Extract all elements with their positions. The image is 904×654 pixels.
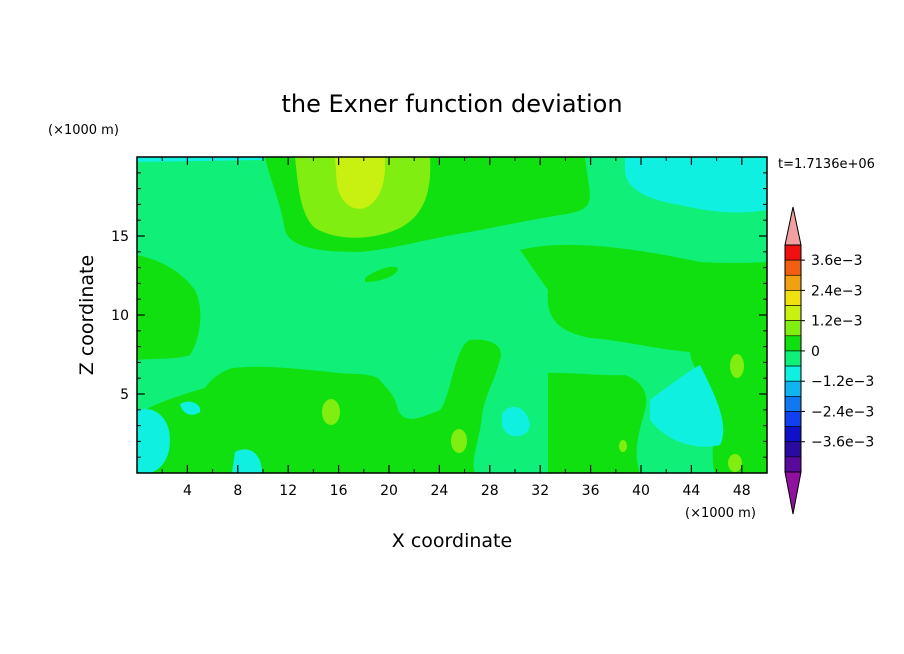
colorbar-over-triangle xyxy=(784,206,802,246)
colorbar-tick-label: −2.4e−3 xyxy=(811,404,874,420)
x-tick-label: 32 xyxy=(531,483,549,499)
colorbar-tick-label: 3.6e−3 xyxy=(811,253,863,269)
colorbar-tick-label: 0 xyxy=(811,344,820,360)
y-tick-label: 10 xyxy=(111,308,129,324)
contour-lime-spot-15 xyxy=(322,399,340,425)
x-tick-label: 8 xyxy=(233,483,242,499)
colorbar-segment xyxy=(784,335,802,352)
x-tick-label: 12 xyxy=(279,483,297,499)
colorbar-segment xyxy=(784,456,802,473)
y-tick-label: 5 xyxy=(120,387,129,403)
colorbar-segment xyxy=(784,380,802,397)
x-tick-label: 28 xyxy=(481,483,499,499)
x-tick-label: 20 xyxy=(380,483,398,499)
contour-cyan-bottom-left xyxy=(137,408,170,473)
x-tick-label: 16 xyxy=(330,483,348,499)
colorbar-frame xyxy=(784,244,802,473)
time-label: t=1.7136e+06 xyxy=(778,157,875,172)
colorbar: 3.6e−3 2.4e−3 1.2e−3 0 −1.2e−3 −2.4e−3 −3.6e−3 xyxy=(784,206,874,515)
colorbar-segment xyxy=(784,350,802,367)
contour-green-right xyxy=(520,244,767,372)
contour-cyan-blob-30 xyxy=(502,406,530,437)
x-tick-label: 48 xyxy=(733,483,751,499)
y-tick-label: 15 xyxy=(111,229,129,245)
colorbar-segment xyxy=(784,396,802,412)
contour-green-far-right xyxy=(690,351,767,473)
colorbar-tick-label: −1.2e−3 xyxy=(811,374,874,390)
colorbar-segment xyxy=(784,305,802,321)
x-tick-label: 36 xyxy=(582,483,600,499)
contour-green-bottom xyxy=(137,339,501,473)
colorbar-segment xyxy=(784,411,802,427)
chart-title: the Exner function deviation xyxy=(281,90,622,118)
contour-cyan-bottom-8 xyxy=(232,449,262,473)
colorbar-tick-label: −3.6e−3 xyxy=(811,435,874,451)
colorbar-tick-label: 2.4e−3 xyxy=(811,283,863,299)
contour-green-left xyxy=(137,255,201,360)
x-tick-label: 4 xyxy=(183,483,192,499)
colorbar-segment xyxy=(784,365,802,382)
y-axis-label: Z coordinate xyxy=(76,255,98,375)
x-unit-label: (×1000 m) xyxy=(685,506,756,521)
contour-fill xyxy=(137,157,767,473)
x-axis-label: X coordinate xyxy=(392,530,512,552)
x-tick-label: 24 xyxy=(430,483,448,499)
colorbar-segment xyxy=(784,426,802,443)
x-tick-label: 44 xyxy=(682,483,700,499)
y-unit-label: (×1000 m) xyxy=(48,123,119,138)
contour-lime-spot-48a xyxy=(730,354,744,378)
colorbar-segment xyxy=(784,274,802,291)
x-axis-ticks: 4 8 12 16 20 24 28 32 36 40 44 48 xyxy=(161,157,751,499)
x-tick-label: 40 xyxy=(632,483,650,499)
contour-cyan-left-top xyxy=(137,157,265,162)
contour-cyan-blob-3 xyxy=(180,401,201,415)
contour-cyan-right xyxy=(650,365,724,447)
contour-cyan-top-right xyxy=(625,157,767,213)
colorbar-segment xyxy=(784,244,802,261)
y-axis-ticks: 5 10 15 xyxy=(111,172,767,458)
contour-yellow-core xyxy=(335,157,386,209)
colorbar-tick-label: 1.2e−3 xyxy=(811,314,863,330)
contour-green-lower-right xyxy=(548,372,647,473)
contour-lime-spot-26 xyxy=(451,429,467,453)
colorbar-under-triangle xyxy=(784,471,802,515)
colorbar-segment xyxy=(784,441,802,458)
contour-lime-spot-39 xyxy=(619,440,627,452)
contour-lime-spot-48b xyxy=(728,454,742,472)
colorbar-segment xyxy=(784,259,802,276)
colorbar-segment xyxy=(784,320,802,337)
colorbar-segment xyxy=(784,290,802,306)
contour-green-streak xyxy=(365,266,398,282)
